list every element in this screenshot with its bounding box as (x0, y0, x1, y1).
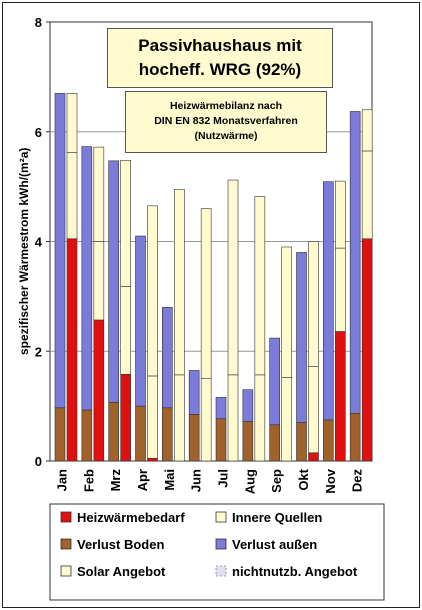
bar-verlust-au-en (323, 181, 334, 421)
legend-swatch (215, 538, 227, 550)
bar-innere-quellen (66, 152, 78, 240)
legend-label: Solar Angebot (77, 564, 166, 579)
bar-verlust-au-en (188, 370, 200, 415)
legend-swatch (60, 565, 72, 577)
bar-verlust-boden (135, 405, 146, 462)
bar-innere-quellen (200, 378, 212, 462)
bar-solar-angebot (93, 146, 105, 242)
bar-heizw-rmebedarf (147, 457, 158, 462)
bar-solar-angebot (227, 179, 239, 376)
x-tick-label: Feb (81, 469, 96, 492)
bar-verlust-boden (349, 412, 361, 462)
bar-innere-quellen (120, 286, 131, 375)
bar-innere-quellen (227, 374, 239, 462)
x-tick-label: Jan (54, 469, 69, 491)
legend-label: Verlust Boden (77, 537, 164, 552)
legend-label: Verlust außen (232, 537, 317, 552)
y-tick-label: 2 (35, 344, 42, 359)
bar-verlust-boden (296, 422, 307, 462)
bar-innere-quellen (147, 375, 158, 459)
chart-subtitle: Heizwärmebilanz nach DIN EN 832 Monatsve… (125, 91, 327, 153)
bar-solar-angebot (335, 180, 346, 249)
legend-swatch (60, 538, 72, 550)
bar-innere-quellen (308, 366, 319, 454)
bar-innere-quellen (281, 377, 292, 462)
bar-verlust-boden (269, 424, 280, 462)
bar-verlust-boden (215, 418, 227, 462)
bar-heizw-rmebedarf (120, 373, 131, 462)
x-tick-label: Apr (135, 469, 150, 491)
bar-solar-angebot (174, 189, 185, 376)
bar-solar-angebot (308, 241, 319, 367)
bar-verlust-boden (242, 421, 254, 462)
bar-verlust-boden (54, 407, 66, 462)
bar-verlust-au-en (108, 160, 119, 403)
legend-label: Heizwärmebedarf (77, 510, 185, 525)
bar-innere-quellen (361, 150, 373, 240)
bar-solar-angebot (200, 208, 212, 379)
bar-heizw-rmebedarf (66, 238, 78, 462)
chart-title-line-2: hocheff. WRG (92%) (138, 60, 302, 79)
bar-verlust-boden (323, 419, 334, 462)
bar-innere-quellen (254, 374, 266, 462)
chart-subtitle-line-3: (Nutzwärme) (194, 130, 258, 142)
legend-swatch (60, 511, 72, 523)
bar-verlust-au-en (81, 146, 93, 411)
x-tick-label: Dez (350, 469, 365, 493)
bar-verlust-au-en (215, 397, 227, 420)
x-tick-label: Aug (242, 469, 257, 494)
bar-solar-angebot (66, 93, 78, 153)
bar-solar-angebot (361, 109, 373, 152)
bar-heizw-rmebedarf (335, 331, 346, 462)
bar-verlust-au-en (242, 389, 254, 422)
x-tick-label: Jun (189, 469, 204, 492)
chart-subtitle-line-2: DIN EN 832 Monatsverfahren (154, 115, 298, 127)
x-tick-label: Sep (269, 469, 284, 493)
chart-title-line-1: Passivhaushaus mit (138, 36, 302, 55)
y-axis-label: spezifischer Wärmestrom kWh/(m²a) (17, 147, 31, 355)
bar-heizw-rmebedarf (308, 452, 319, 462)
bar-verlust-au-en (296, 252, 307, 423)
bar-innere-quellen (93, 241, 105, 321)
y-tick-label: 8 (35, 15, 42, 30)
bar-solar-angebot (281, 246, 292, 378)
chart-title: Passivhaushaus mit hocheff. WRG (92%) (107, 28, 333, 88)
y-tick-label: 6 (35, 125, 42, 140)
bar-innere-quellen (335, 247, 346, 332)
bar-innere-quellen (174, 374, 185, 462)
bar-solar-angebot (254, 196, 266, 376)
bar-heizw-rmebedarf (361, 238, 373, 462)
bar-verlust-au-en (54, 93, 66, 409)
x-tick-label: Okt (296, 468, 311, 490)
bar-verlust-au-en (162, 307, 173, 409)
bar-verlust-boden (188, 414, 200, 462)
legend-swatch (215, 511, 227, 523)
legend-swatch (215, 565, 227, 577)
legend-label: nichtnutzb. Angebot (232, 564, 358, 579)
x-tick-label: Nov (323, 468, 338, 493)
bar-heizw-rmebedarf (93, 319, 105, 462)
x-tick-label: Mrz (108, 469, 123, 492)
bar-verlust-boden (81, 409, 93, 462)
bar-verlust-boden (162, 407, 173, 462)
x-tick-label: Mai (162, 469, 177, 491)
bar-verlust-au-en (269, 337, 280, 426)
bar-verlust-boden (108, 401, 119, 462)
y-tick-label: 0 (35, 454, 42, 469)
x-tick-label: Jul (215, 469, 230, 488)
bar-solar-angebot (120, 159, 131, 287)
bar-solar-angebot (147, 205, 158, 377)
chart-subtitle-line-1: Heizwärmebilanz nach (169, 100, 283, 112)
legend-label: Innere Quellen (232, 510, 322, 525)
y-tick-label: 4 (35, 235, 43, 250)
bar-verlust-au-en (135, 235, 146, 407)
bar-verlust-au-en (349, 111, 361, 414)
